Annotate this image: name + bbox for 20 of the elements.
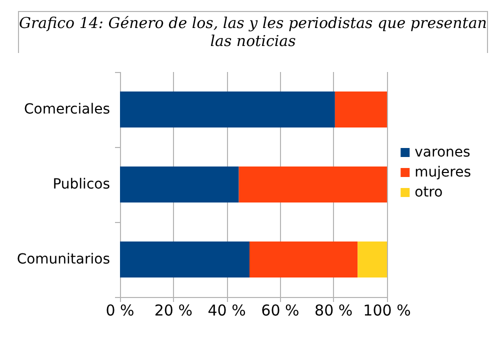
legend-label: mujeres xyxy=(414,164,472,180)
x-tick-label: 100 % xyxy=(363,302,411,320)
y-tick-label: Publicos xyxy=(52,176,110,192)
legend-label: varones xyxy=(414,144,470,160)
bar xyxy=(120,92,335,128)
y-tick-label: Comerciales xyxy=(24,102,110,118)
x-tick-label: 80 % xyxy=(314,302,353,320)
bar xyxy=(120,242,250,278)
x-tick-label: 20 % xyxy=(154,302,192,320)
bar xyxy=(358,242,387,278)
x-tick-label: 60 % xyxy=(261,302,300,320)
chart-title: Grafico 14: Género de los, las y les periodistas que presentan las noticias xyxy=(18,11,488,53)
y-tick-label: Comunitarios xyxy=(16,252,110,268)
bar xyxy=(120,166,239,202)
legend-label: otro xyxy=(414,184,443,200)
bar xyxy=(249,242,358,278)
bar xyxy=(334,92,387,128)
x-tick-label: 0 % xyxy=(106,302,134,320)
bar xyxy=(238,166,387,202)
x-tick-label: 40 % xyxy=(208,302,246,320)
